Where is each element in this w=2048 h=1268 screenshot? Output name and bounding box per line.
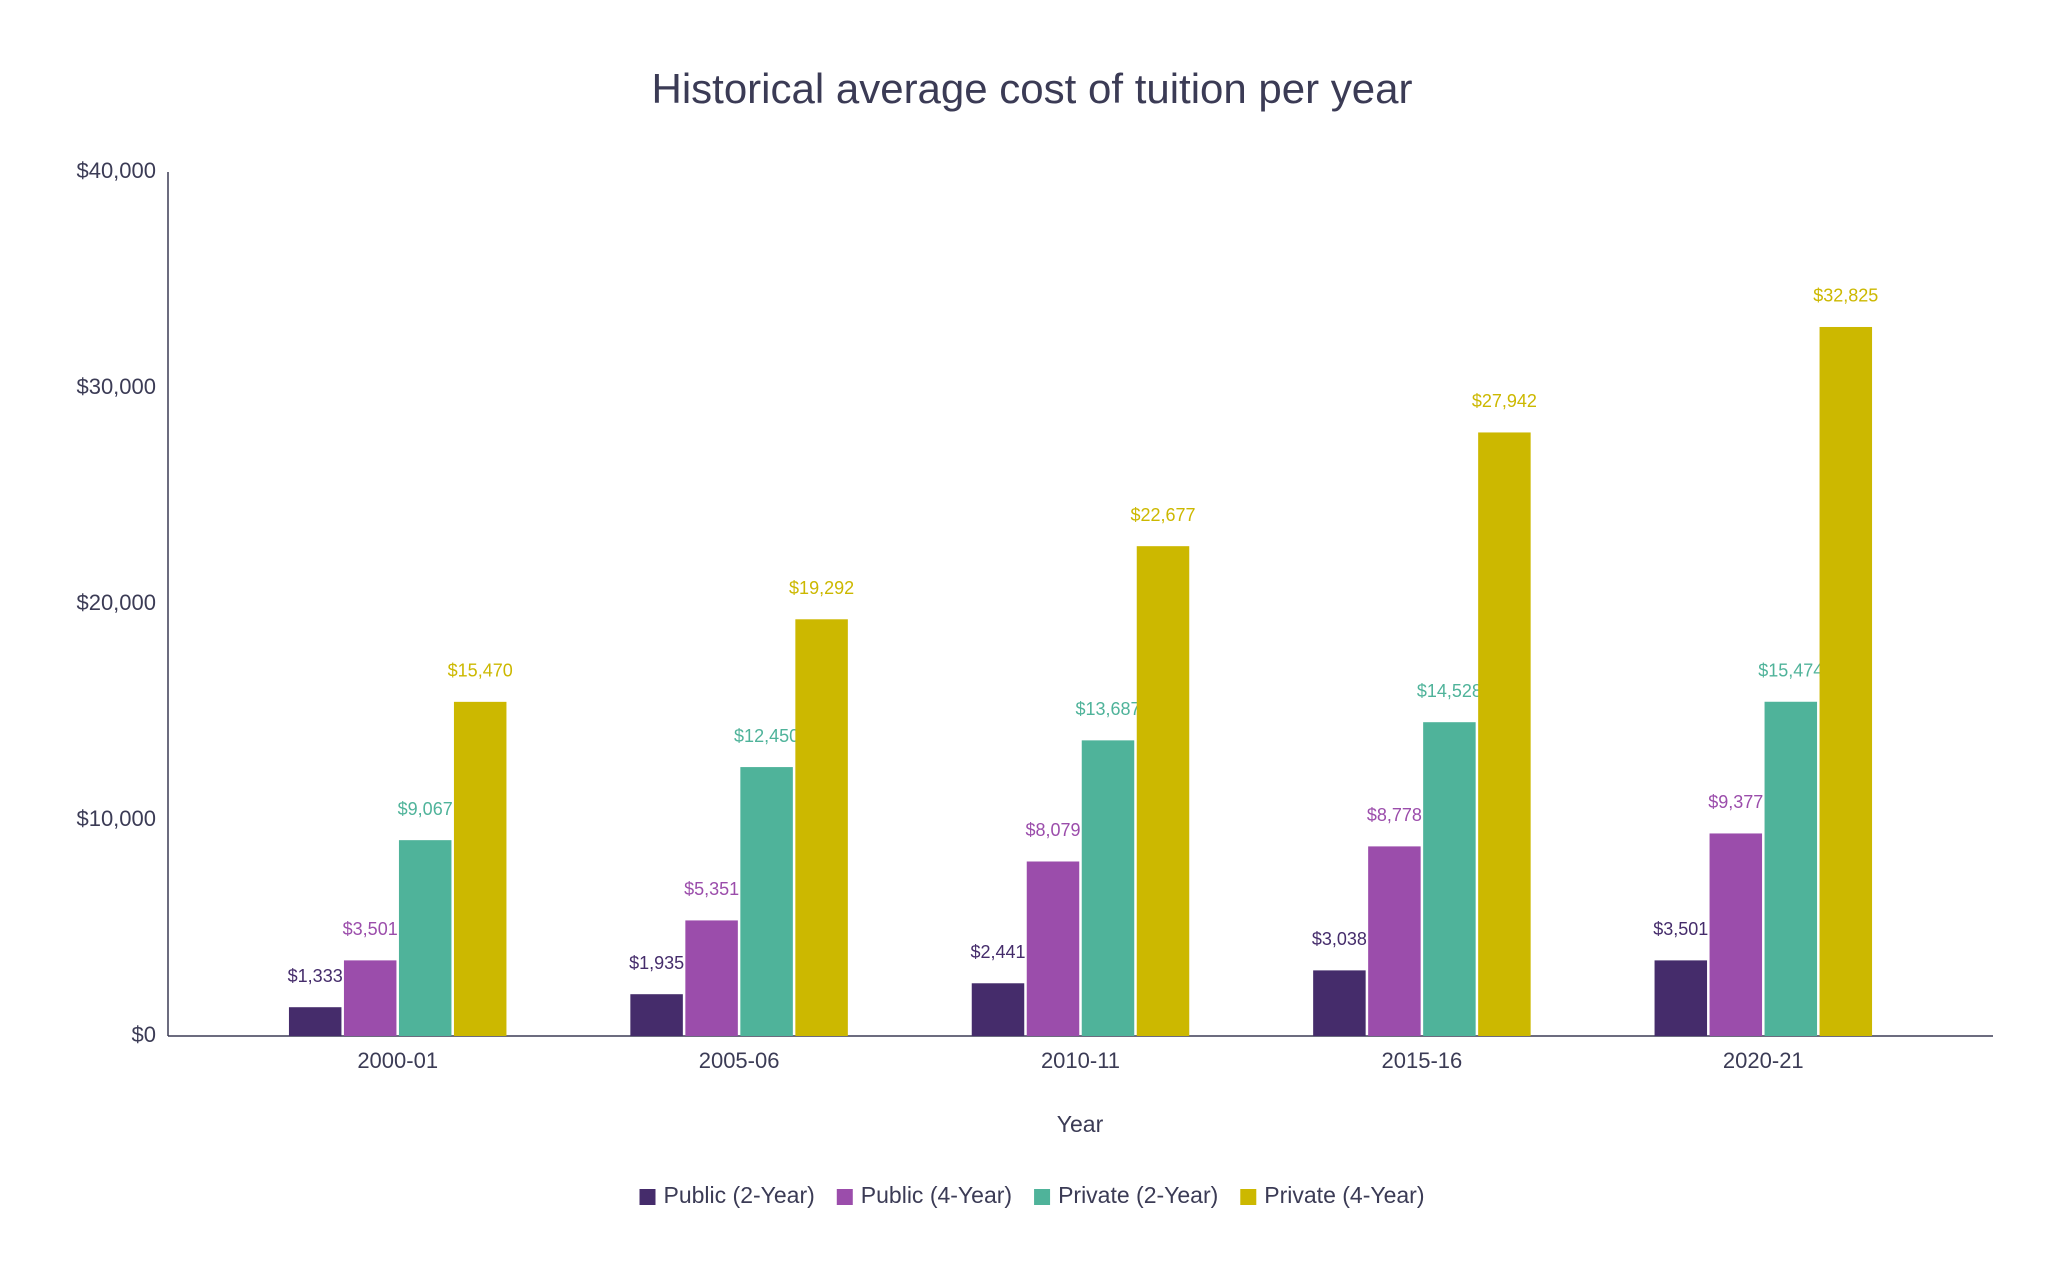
bar [1478, 432, 1531, 1037]
value-label: $9,067 [398, 799, 453, 819]
value-label: $22,677 [1130, 505, 1195, 525]
value-label: $5,351 [684, 879, 739, 899]
x-tick-label: 2000-01 [357, 1048, 438, 1073]
bar [740, 767, 793, 1036]
bar [1654, 960, 1708, 1036]
legend-label: Public (4-Year) [861, 1182, 1012, 1208]
x-axis-title: Year [1057, 1111, 1104, 1137]
value-label: $13,687 [1075, 699, 1140, 719]
bar [1313, 970, 1366, 1036]
y-tick-label: $20,000 [76, 590, 156, 615]
value-label: $1,333 [288, 966, 343, 986]
x-tick-label: 2010-11 [1041, 1048, 1120, 1073]
y-tick-label: $10,000 [76, 806, 156, 831]
legend-swatch [1034, 1189, 1051, 1205]
bar [1081, 740, 1135, 1036]
value-label: $15,474 [1758, 661, 1823, 681]
value-label: $32,825 [1813, 286, 1878, 306]
bar [1368, 846, 1421, 1036]
bar [398, 840, 452, 1036]
value-label: $15,470 [448, 661, 513, 681]
bar [453, 701, 507, 1036]
bar [795, 619, 848, 1036]
legend-label: Private (2-Year) [1058, 1182, 1218, 1208]
legend-swatch [836, 1189, 853, 1205]
y-tick-label: $30,000 [76, 374, 156, 399]
value-label: $19,292 [789, 578, 854, 598]
bar [288, 1007, 342, 1036]
value-label: $12,450 [734, 726, 799, 746]
value-label: $8,079 [1025, 820, 1080, 840]
legend-label: Private (4-Year) [1264, 1182, 1424, 1208]
value-label: $8,778 [1367, 805, 1422, 825]
x-tick-label: 2020-21 [1723, 1048, 1804, 1073]
bar [630, 994, 683, 1036]
bar [1136, 546, 1190, 1036]
bar [1764, 701, 1818, 1036]
value-label: $3,038 [1312, 929, 1367, 949]
value-label: $27,942 [1472, 391, 1537, 411]
value-label: $9,377 [1708, 792, 1763, 812]
x-tick-label: 2005-06 [699, 1048, 780, 1073]
bar [1819, 326, 1873, 1037]
bar [1026, 861, 1080, 1036]
x-tick-label: 2015-16 [1382, 1048, 1463, 1073]
legend: Public (2-Year) Public (4-Year) Private (2… [639, 1182, 1425, 1208]
bar [971, 983, 1025, 1036]
bar [685, 920, 738, 1036]
value-label: $3,501 [343, 919, 398, 939]
value-label: $2,441 [970, 942, 1025, 962]
value-label: $14,528 [1417, 681, 1482, 701]
legend-swatch [639, 1189, 656, 1205]
bar [1709, 833, 1763, 1036]
value-label: $1,935 [629, 953, 684, 973]
bar [1423, 722, 1476, 1036]
value-label: $3,501 [1653, 919, 1708, 939]
legend-swatch [1240, 1189, 1257, 1205]
y-tick-label: $40,000 [76, 158, 156, 183]
y-tick-label: $0 [132, 1022, 156, 1047]
legend-label: Public (2-Year) [664, 1182, 815, 1208]
bar [343, 960, 397, 1036]
chart-title: Historical average cost of tuition per y… [651, 65, 1412, 112]
